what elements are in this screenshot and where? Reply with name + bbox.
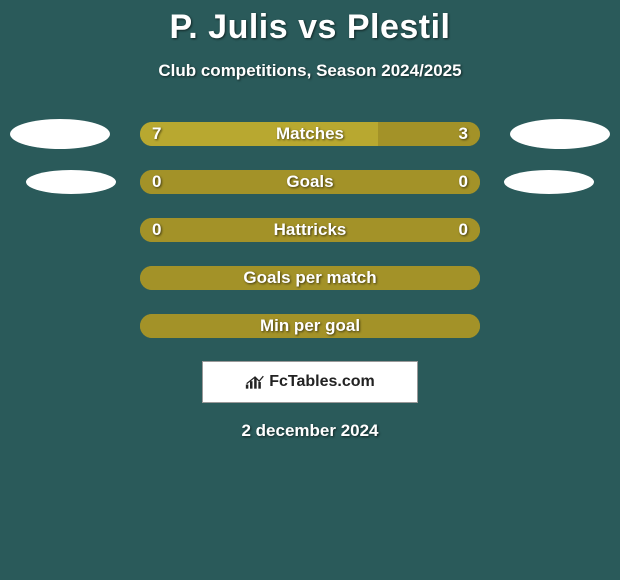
stat-label: Min per goal	[260, 316, 360, 336]
attribution-badge[interactable]: FcTables.com	[202, 361, 418, 403]
comparison-card: P. Julis vs Plestil Club competitions, S…	[0, 0, 620, 441]
subtitle: Club competitions, Season 2024/2025	[0, 61, 620, 81]
chart-icon	[245, 374, 265, 390]
player-marker-right	[504, 170, 594, 194]
stat-rows: 7 3 Matches 0 0 Goals 0 0 Hattricks Goals per mat…	[0, 121, 620, 339]
stat-value-right: 3	[459, 124, 468, 144]
stat-label: Goals	[286, 172, 333, 192]
stat-bar: 0 0 Hattricks	[140, 218, 480, 242]
player-marker-right	[510, 119, 610, 149]
bar-segment-left	[140, 170, 310, 194]
stat-label: Hattricks	[274, 220, 347, 240]
stat-row: Min per goal	[0, 313, 620, 339]
stat-value-right: 0	[459, 220, 468, 240]
stat-row: Goals per match	[0, 265, 620, 291]
stat-bar: Min per goal	[140, 314, 480, 338]
stat-bar: 7 3 Matches	[140, 122, 480, 146]
stat-row: 0 0 Goals	[0, 169, 620, 195]
player-marker-left	[10, 119, 110, 149]
player-marker-left	[26, 170, 116, 194]
stat-bar: Goals per match	[140, 266, 480, 290]
stat-row: 0 0 Hattricks	[0, 217, 620, 243]
stat-label: Matches	[276, 124, 344, 144]
stat-value-left: 0	[152, 172, 161, 192]
stat-bar: 0 0 Goals	[140, 170, 480, 194]
date-text: 2 december 2024	[0, 421, 620, 441]
page-title: P. Julis vs Plestil	[0, 8, 620, 47]
attribution-text: FcTables.com	[269, 373, 375, 391]
stat-label: Goals per match	[243, 268, 376, 288]
stat-value-left: 0	[152, 220, 161, 240]
stat-row: 7 3 Matches	[0, 121, 620, 147]
bar-segment-right	[310, 170, 480, 194]
stat-value-left: 7	[152, 124, 161, 144]
stat-value-right: 0	[459, 172, 468, 192]
